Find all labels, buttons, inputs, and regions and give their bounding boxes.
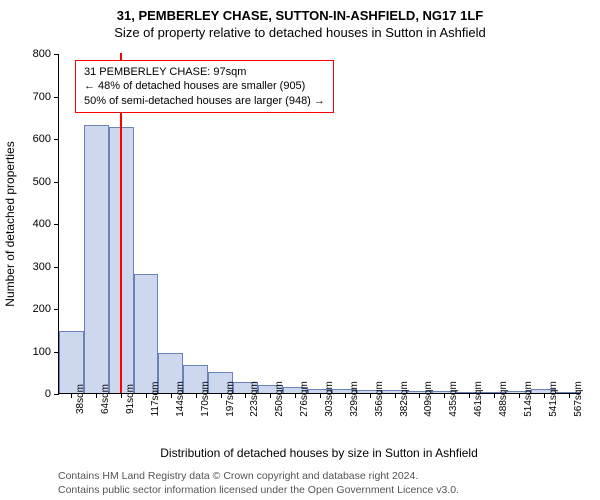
x-tick-label: 488sqm (498, 381, 509, 417)
y-tick (54, 309, 59, 310)
x-tick-label: 567sqm (573, 381, 584, 417)
x-tick-label: 382sqm (399, 381, 410, 417)
y-tick-label: 800 (33, 48, 51, 60)
y-tick-label: 400 (33, 218, 51, 230)
y-tick-label: 600 (33, 133, 51, 145)
x-tick (345, 393, 346, 398)
y-tick (54, 224, 59, 225)
annotation-line-2: ← 48% of detached houses are smaller (90… (84, 79, 325, 93)
y-tick-label: 100 (33, 346, 51, 358)
x-tick (419, 393, 420, 398)
x-tick (71, 393, 72, 398)
x-tick (494, 393, 495, 398)
x-tick-label: 276sqm (299, 381, 310, 417)
x-tick (395, 393, 396, 398)
x-tick (146, 393, 147, 398)
x-tick (444, 393, 445, 398)
x-tick (544, 393, 545, 398)
y-tick-label: 300 (33, 261, 51, 273)
x-tick (519, 393, 520, 398)
x-tick-label: 356sqm (374, 381, 385, 417)
y-tick-label: 200 (33, 303, 51, 315)
x-tick (469, 393, 470, 398)
y-tick (54, 267, 59, 268)
y-tick (54, 139, 59, 140)
y-tick (54, 54, 59, 55)
x-tick-label: 514sqm (523, 381, 534, 417)
attribution-line-2: Contains public sector information licen… (58, 484, 459, 498)
chart-title-sub: Size of property relative to detached ho… (0, 23, 600, 40)
x-tick (569, 393, 570, 398)
x-tick (270, 393, 271, 398)
x-tick-label: 461sqm (473, 381, 484, 417)
y-tick (54, 182, 59, 183)
y-tick-label: 700 (33, 91, 51, 103)
x-tick (171, 393, 172, 398)
histogram-bar (84, 125, 109, 393)
y-axis-label: Number of detached properties (3, 141, 17, 306)
attribution-line-1: Contains HM Land Registry data © Crown c… (58, 470, 459, 484)
annotation-line-3: 50% of semi-detached houses are larger (… (84, 94, 325, 108)
y-tick-label: 500 (33, 176, 51, 188)
y-tick (54, 394, 59, 395)
x-tick (121, 393, 122, 398)
attribution-text: Contains HM Land Registry data © Crown c… (58, 470, 459, 497)
x-tick (370, 393, 371, 398)
histogram-bar (134, 274, 159, 393)
x-tick-label: 541sqm (548, 381, 559, 417)
x-tick (221, 393, 222, 398)
annotation-line-1: 31 PEMBERLEY CHASE: 97sqm (84, 65, 325, 79)
y-tick (54, 97, 59, 98)
x-tick (320, 393, 321, 398)
annotation-box: 31 PEMBERLEY CHASE: 97sqm ← 48% of detac… (75, 60, 334, 113)
x-tick-label: 329sqm (349, 381, 360, 417)
chart-container: { "titles": { "main": "31, PEMBERLEY CHA… (0, 0, 600, 500)
x-tick (295, 393, 296, 398)
chart-title-main: 31, PEMBERLEY CHASE, SUTTON-IN-ASHFIELD,… (0, 0, 600, 23)
x-tick (196, 393, 197, 398)
x-tick-label: 435sqm (448, 381, 459, 417)
x-tick-label: 409sqm (423, 381, 434, 417)
y-tick-label: 0 (45, 388, 51, 400)
x-tick (245, 393, 246, 398)
x-axis-label: Distribution of detached houses by size … (58, 446, 580, 460)
x-tick (96, 393, 97, 398)
x-tick-label: 303sqm (324, 381, 335, 417)
